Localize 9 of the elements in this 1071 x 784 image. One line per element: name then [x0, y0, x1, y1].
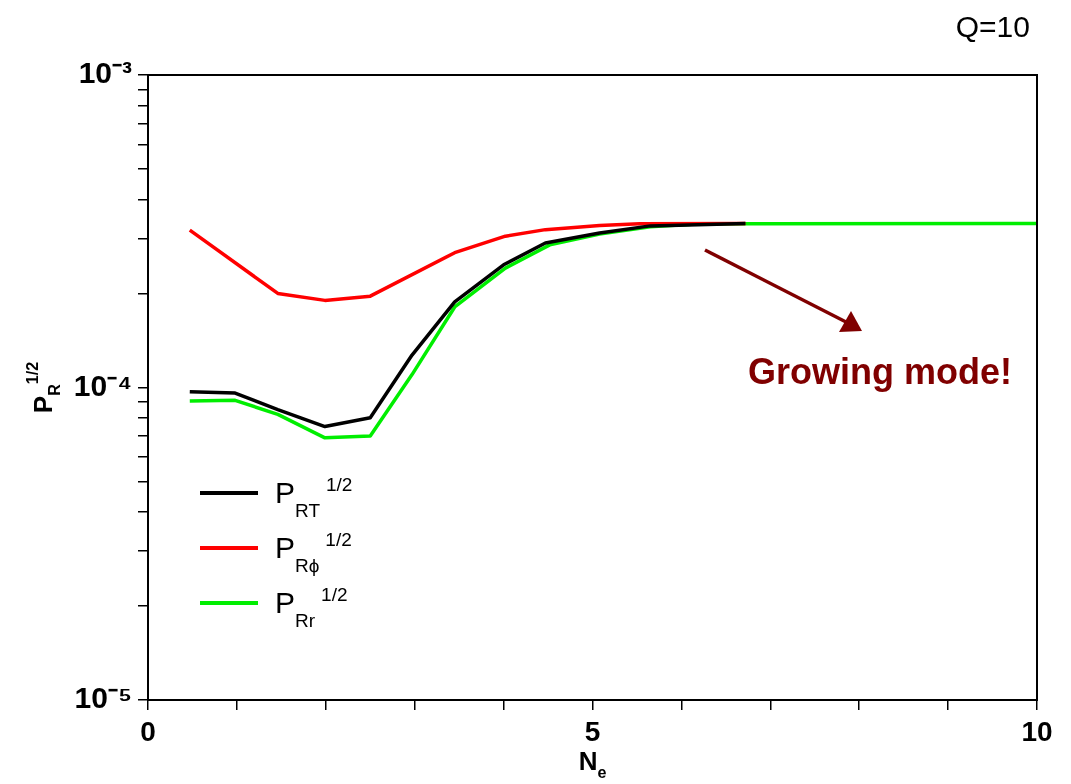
x-tick-label: 5 [584, 715, 601, 747]
y-tick-label: 10⁻⁵ [74, 681, 132, 715]
x-tick-label: 10 [1021, 715, 1053, 747]
y-tick-label: 10⁻⁴ [73, 368, 132, 402]
y-axis-title: PR1/2 [22, 361, 63, 414]
text: Q=10 [955, 10, 1030, 43]
y-tick-label: 10⁻³ [78, 56, 133, 90]
annotation: Growing mode! [748, 351, 1012, 392]
x-tick-label: 0 [140, 715, 156, 747]
